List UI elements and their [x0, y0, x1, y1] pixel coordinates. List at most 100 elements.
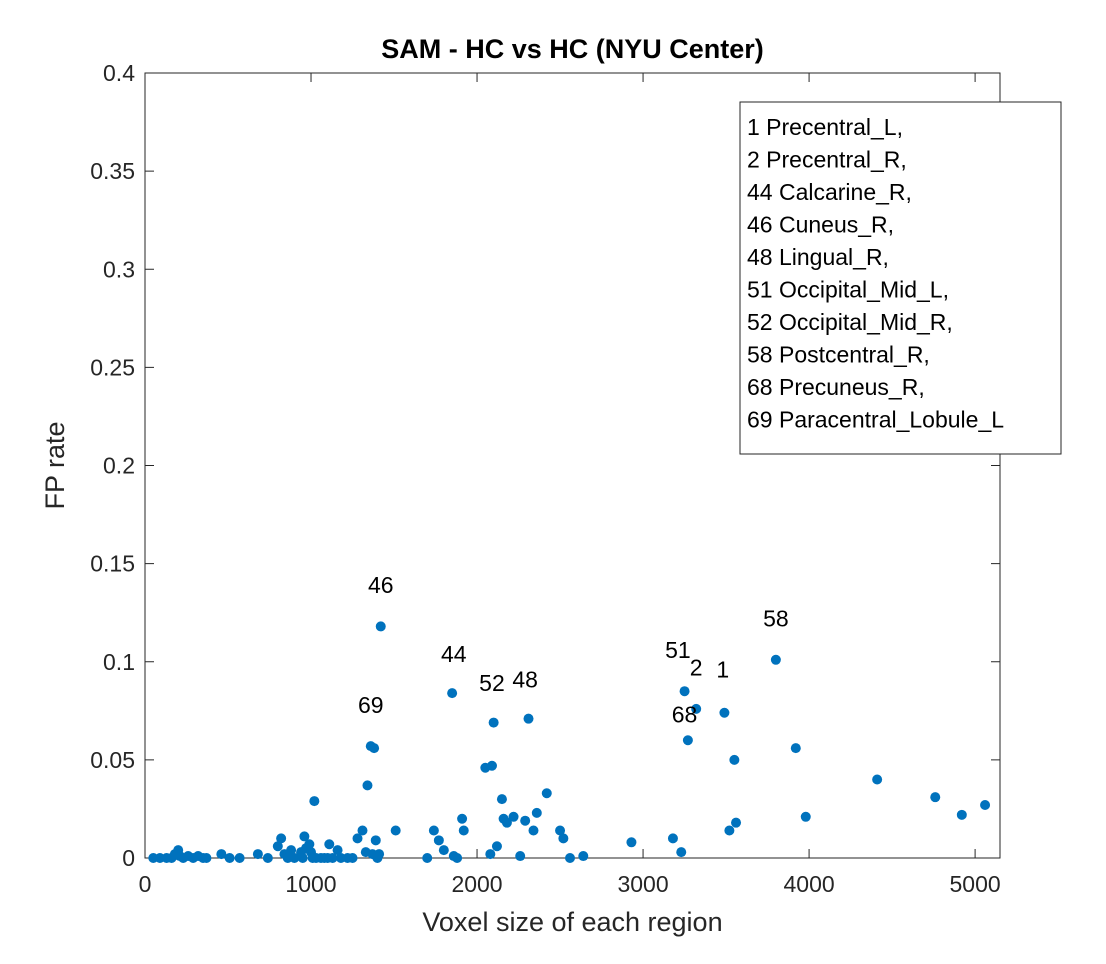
x-tick-label: 0	[139, 871, 152, 897]
y-tick-label: 0.4	[103, 60, 135, 86]
data-point	[327, 853, 338, 863]
data-point	[578, 851, 589, 862]
y-axis-label: FP rate	[40, 421, 70, 509]
data-point	[309, 796, 320, 807]
legend-entry: 52 Occipital_Mid_R,	[747, 309, 953, 335]
data-point	[332, 845, 343, 856]
data-point	[626, 837, 637, 848]
data-point	[433, 835, 444, 846]
data-point	[731, 817, 742, 828]
point-label: 68	[672, 702, 698, 728]
data-point	[488, 717, 499, 728]
x-tick-label: 1000	[285, 871, 336, 897]
legend-entry: 1 Precentral_L,	[747, 114, 903, 140]
y-axis: 0 0.05 0.1 0.15 0.2 0.25 0.3 0.35 0.4	[90, 60, 1000, 871]
data-point	[276, 833, 287, 844]
data-point	[297, 853, 308, 863]
data-point	[679, 686, 690, 697]
data-point	[667, 833, 678, 844]
data-point	[234, 853, 245, 863]
y-tick-label: 0.15	[90, 551, 135, 577]
data-point	[370, 835, 381, 846]
data-point	[304, 839, 315, 850]
point-label: 1	[716, 656, 729, 682]
data-point	[501, 817, 512, 828]
data-point	[299, 831, 310, 842]
legend-entry: 48 Lingual_R,	[747, 244, 889, 270]
legend-entry: 51 Occipital_Mid_L,	[747, 277, 949, 303]
data-point	[555, 825, 566, 836]
legend-entry: 2 Precentral_R,	[747, 147, 907, 173]
data-point	[719, 707, 730, 718]
x-axis-label: Voxel size of each region	[422, 907, 722, 937]
data-point	[729, 754, 740, 765]
y-tick-label: 0.2	[103, 453, 135, 479]
point-label: 44	[441, 641, 467, 667]
data-point	[800, 811, 811, 822]
data-point	[457, 813, 468, 824]
legend-box	[739, 101, 1062, 455]
x-tick-label: 5000	[950, 871, 1001, 897]
data-point	[252, 849, 263, 860]
data-point	[491, 841, 502, 852]
data-point	[272, 841, 283, 852]
y-tick-label: 0.1	[103, 649, 135, 675]
data-point	[352, 833, 363, 844]
point-label: 46	[368, 572, 394, 598]
legend-entry: 46 Cuneus_R,	[747, 212, 894, 238]
data-point	[422, 853, 433, 863]
data-point	[682, 735, 693, 746]
data-point	[357, 825, 368, 836]
point-label: 52	[479, 670, 505, 696]
data-point	[558, 833, 569, 844]
point-label: 48	[512, 666, 538, 692]
point-label: 69	[358, 692, 384, 718]
data-point	[520, 815, 531, 826]
y-tick-label: 0.3	[103, 256, 135, 282]
data-point	[770, 654, 781, 665]
chart-title: SAM - HC vs HC (NYU Center)	[381, 34, 764, 64]
data-point	[447, 688, 458, 699]
data-point	[347, 853, 358, 863]
data-point	[452, 853, 463, 863]
data-point	[286, 845, 297, 856]
point-label: 58	[763, 605, 789, 631]
x-tick-label: 2000	[451, 871, 502, 897]
data-point	[369, 743, 380, 754]
data-point	[691, 703, 702, 714]
y-tick-label: 0.25	[90, 354, 135, 380]
data-point	[375, 621, 386, 632]
data-point	[486, 760, 497, 771]
legend-entry: 68 Precuneus_R,	[747, 374, 925, 400]
data-point	[980, 800, 991, 811]
data-point	[390, 825, 401, 836]
data-point	[216, 849, 227, 860]
data-point	[201, 853, 212, 863]
legend-entry: 44 Calcarine_R,	[747, 179, 912, 205]
data-point	[496, 794, 507, 805]
point-label: 2	[690, 654, 703, 680]
data-point	[374, 849, 385, 860]
data-point	[872, 774, 883, 785]
y-tick-label: 0	[122, 845, 135, 871]
data-point	[531, 807, 542, 818]
data-point	[790, 743, 801, 754]
legend: 1 Precentral_L, 2 Precentral_R, 44 Calcari…	[739, 101, 1062, 455]
y-tick-label: 0.05	[90, 747, 135, 773]
point-annotations: 46 44 52 48 69 512 1 68 58	[358, 572, 789, 728]
data-point	[541, 788, 552, 799]
x-axis: 0 1000 2000 3000 4000 5000	[139, 73, 1001, 897]
point-label: 51	[665, 637, 691, 663]
legend-entry: 69 Paracentral_Lobule_L	[747, 407, 1004, 433]
data-point	[362, 780, 373, 791]
data-point	[528, 825, 539, 836]
data-point	[289, 853, 300, 863]
data-point	[438, 845, 449, 856]
x-tick-label: 4000	[783, 871, 834, 897]
data-point	[956, 809, 967, 820]
data-point	[676, 847, 687, 858]
data-point	[485, 849, 496, 860]
y-tick-label: 0.35	[90, 158, 135, 184]
legend-entry: 58 Postcentral_R,	[747, 342, 930, 368]
